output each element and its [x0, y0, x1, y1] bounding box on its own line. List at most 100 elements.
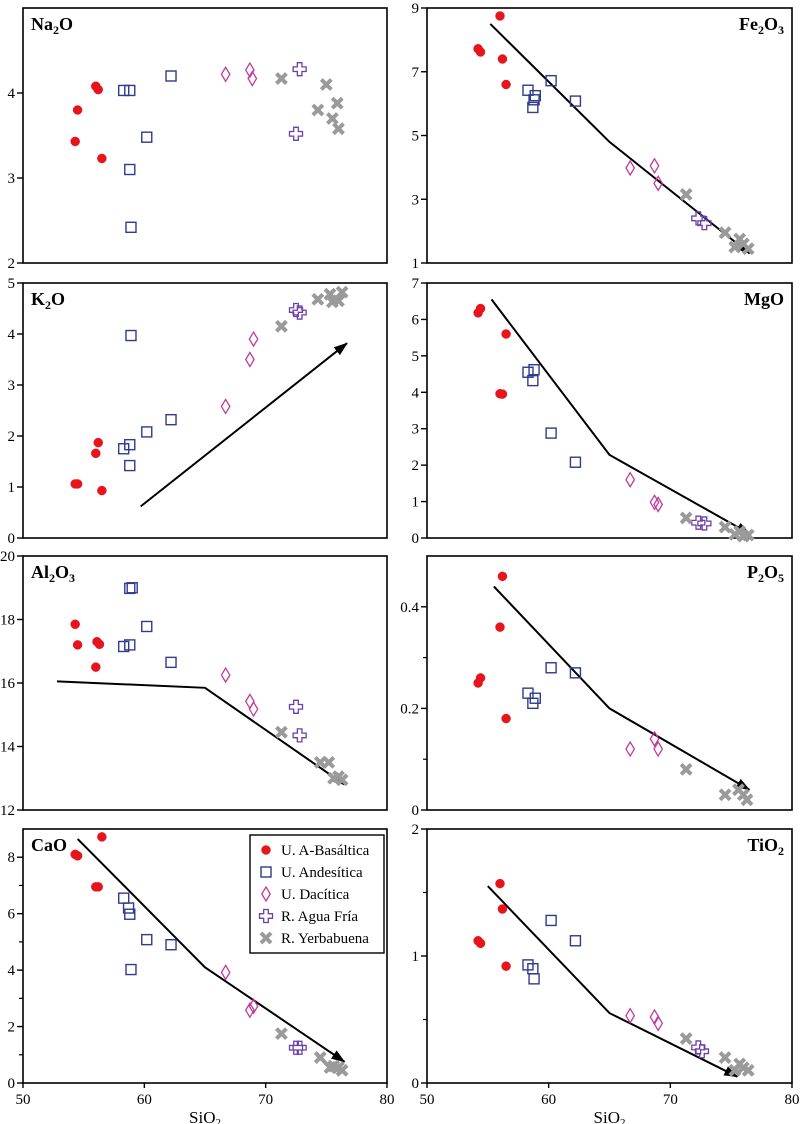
data-point-basaltic [93, 84, 103, 95]
data-point-dacitic [625, 471, 636, 488]
data-point-andesitic [141, 933, 153, 946]
data-point-andesitic [569, 456, 582, 468]
panel-label: P2O5 [747, 562, 784, 585]
x-tick-label: 70 [258, 1092, 273, 1108]
legend-label: U. A-Basáltica [281, 843, 370, 859]
y-tick-label: 2 [8, 1020, 16, 1036]
panel-mgo: 0 1 2 3 4 5 6 7 MgO [412, 276, 793, 547]
data-point-yerbabuena [335, 773, 349, 787]
data-point-yerbabuena [718, 226, 732, 240]
data-point-basaltic [495, 11, 505, 21]
y-tick-label: 18 [0, 613, 15, 629]
data-point-basaltic [497, 904, 508, 914]
y-tick-label: 2 [8, 429, 16, 445]
data-point-andesitic [124, 639, 136, 651]
trend-arrow [489, 23, 751, 255]
data-point-dacitic [625, 1007, 636, 1024]
data-point-basaltic [497, 571, 508, 582]
panel-na2o: 2 3 4 Na2O [8, 7, 388, 272]
data-point-dacitic [649, 157, 660, 175]
data-point-aguafria [691, 515, 706, 530]
data-point-andesitic [165, 656, 177, 669]
data-point-andesitic [125, 221, 137, 234]
y-tick-label: 7 [412, 276, 420, 292]
y-tick-label: 12 [0, 803, 15, 819]
data-point-dacitic [247, 70, 258, 87]
data-point-yerbabuena [275, 725, 288, 739]
y-tick-label: 5 [412, 129, 420, 145]
panel-fe2o3: 1 3 5 7 9 Fe2O3 [412, 1, 793, 272]
data-point-andesitic [528, 973, 540, 985]
data-point-yerbabuena [275, 319, 288, 333]
data-point-yerbabuena [679, 1032, 693, 1045]
data-point-yerbabuena [741, 528, 755, 542]
data-point-basaltic [91, 448, 101, 459]
data-point-aguafria [288, 1040, 304, 1055]
y-tick-label: 7 [412, 65, 420, 81]
y-tick-label: 4 [8, 86, 16, 102]
data-point-andesitic [527, 101, 539, 114]
legend-marker-dacitic [261, 885, 271, 903]
data-point-basaltic [501, 713, 511, 724]
legend-marker-yerbabuena [259, 931, 273, 945]
data-point-yerbabuena [325, 112, 339, 125]
data-point-aguafria [292, 1040, 307, 1055]
data-point-andesitic [545, 662, 557, 674]
data-point-aguafria [697, 516, 712, 531]
data-point-basaltic [97, 832, 107, 842]
data-point-dacitic [244, 351, 255, 368]
data-point-andesitic [125, 329, 137, 342]
panel-label: K2O [31, 289, 65, 312]
data-point-dacitic [653, 740, 664, 758]
legend-marker-basaltic [261, 845, 271, 855]
data-point-andesitic [165, 70, 177, 82]
y-tick-label: 0 [8, 1076, 16, 1092]
data-point-basaltic [72, 640, 83, 650]
data-point-basaltic [497, 54, 508, 64]
data-point-aguafria [288, 302, 304, 318]
data-point-dacitic [653, 1015, 664, 1032]
data-point-andesitic [527, 374, 539, 387]
panel-frame [22, 7, 388, 264]
data-point-dacitic [248, 997, 259, 1015]
data-point-yerbabuena [741, 242, 755, 256]
data-point-andesitic [141, 131, 153, 143]
data-point-dacitic [248, 330, 259, 348]
data-point-dacitic [244, 693, 255, 710]
data-point-basaltic [501, 329, 511, 339]
data-point-andesitic [124, 582, 136, 595]
panel-label: Na2O [31, 14, 73, 37]
legend-label: R. Yerbabuena [281, 931, 369, 947]
panel-label: CaO [31, 835, 67, 855]
y-tick-label: 2 [8, 256, 16, 272]
data-point-yerbabuena [741, 1063, 755, 1077]
data-point-yerbabuena [311, 292, 325, 306]
data-point-basaltic [70, 136, 80, 147]
panel-cao: 0 2 4 6 8 50 60 70 80 SiO2 CaO [8, 828, 395, 1124]
data-point-basaltic [495, 622, 505, 632]
data-point-basaltic [72, 105, 83, 115]
panel-frame [22, 828, 388, 1084]
trend-arrow [487, 885, 739, 1078]
y-tick-label: 16 [0, 676, 16, 692]
data-point-yerbabuena [311, 103, 325, 117]
y-tick-label: 1 [412, 949, 420, 965]
data-point-dacitic [625, 159, 636, 177]
panel-p2o5: 0 0.2 0.4 P2O5 [400, 555, 793, 819]
data-point-basaltic [94, 639, 105, 650]
data-point-andesitic [124, 908, 136, 920]
y-tick-label: 8 [8, 850, 16, 866]
data-point-yerbabuena [332, 294, 345, 308]
data-point-basaltic [497, 389, 508, 399]
data-point-yerbabuena [275, 1027, 288, 1041]
y-tick-label: 0.4 [400, 600, 419, 616]
data-point-yerbabuena [679, 511, 693, 525]
trend-arrow [493, 585, 751, 791]
data-point-andesitic [529, 89, 541, 102]
panel-frame [426, 828, 793, 1084]
trend-arrow [76, 838, 346, 1063]
data-point-yerbabuena [332, 122, 345, 136]
data-point-aguafria [292, 728, 307, 743]
data-point-andesitic [118, 84, 130, 97]
